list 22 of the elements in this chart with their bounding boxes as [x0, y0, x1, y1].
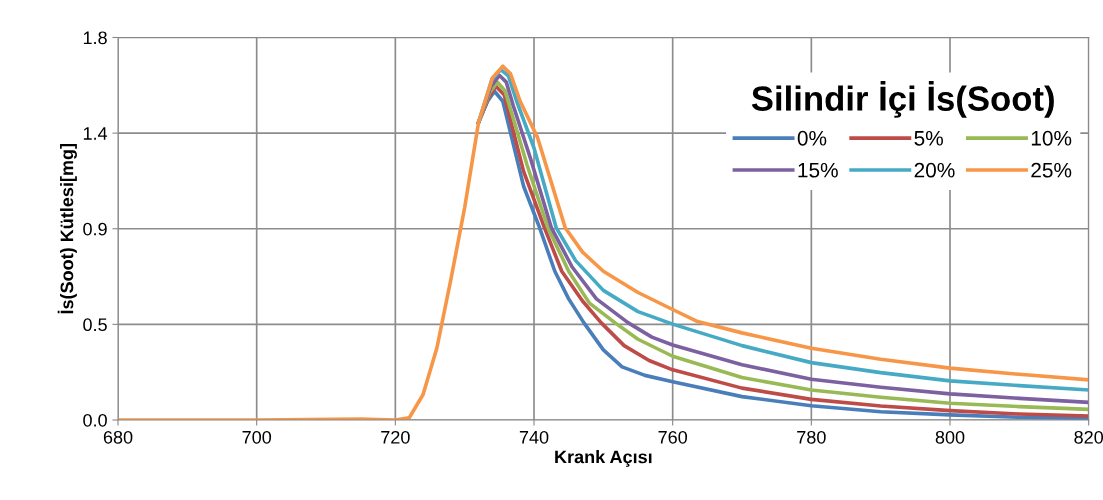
- x-tick-label: 740: [519, 430, 549, 444]
- y-tick-label: 0.9: [83, 222, 107, 236]
- legend-label: 15%: [798, 162, 838, 178]
- y-tick-label: 0.0: [83, 413, 107, 427]
- x-tick-label: 800: [935, 430, 965, 444]
- legend-label: 20%: [914, 162, 955, 178]
- y-tick-label: 1.4: [83, 127, 108, 140]
- legend-label: 10%: [1031, 130, 1072, 146]
- x-tick-label: 780: [797, 430, 826, 444]
- y-tick-label: 1.8: [83, 31, 107, 45]
- y-tick-label: 0.5: [83, 318, 107, 332]
- y-axis-title: İs(Soot) Kütlesi[mg]: [57, 144, 77, 314]
- legend-title: Silindir İçi İs(Soot): [751, 80, 1054, 118]
- legend-label: 0%: [797, 130, 827, 146]
- x-tick-label: 680: [103, 430, 133, 444]
- x-axis-title: Krank Açısı: [555, 450, 652, 467]
- x-tick-label: 700: [242, 430, 272, 444]
- legend-label: 25%: [1031, 162, 1072, 178]
- legend-label: 5%: [914, 130, 943, 146]
- x-tick-label: 720: [381, 430, 410, 444]
- x-tick-label: 820: [1074, 430, 1103, 444]
- x-tick-label: 760: [658, 430, 688, 444]
